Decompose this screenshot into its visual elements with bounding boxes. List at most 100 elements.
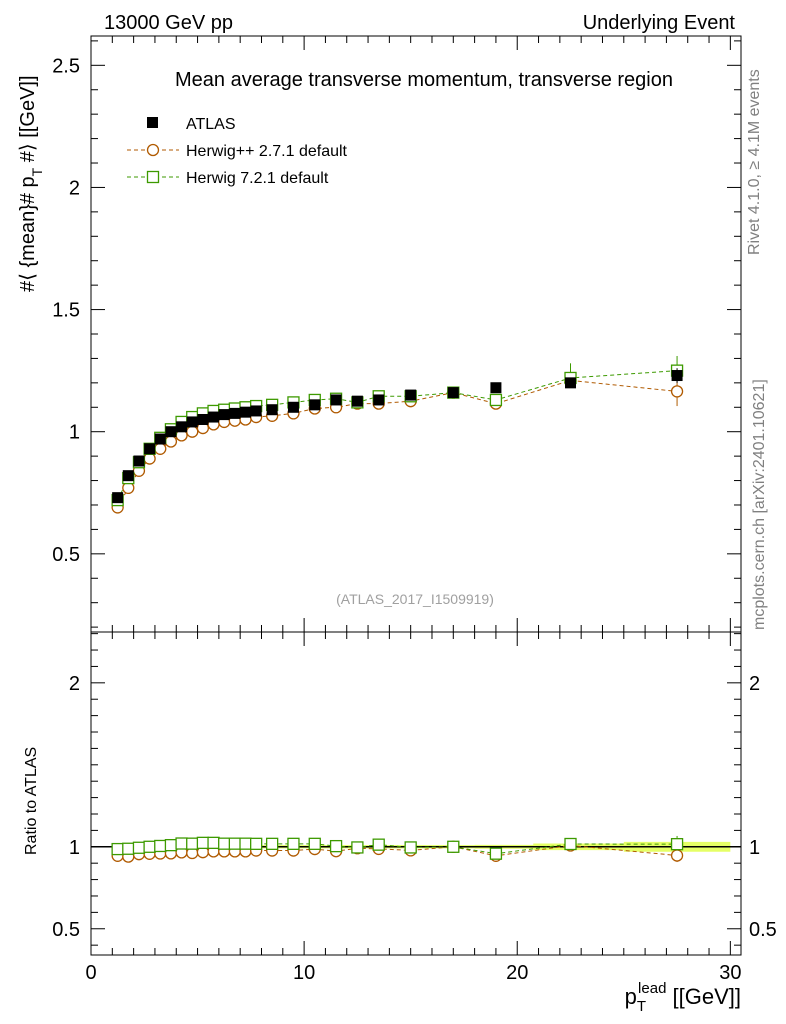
herwig7-ratio-point xyxy=(175,837,188,850)
herwig7-ratio-point xyxy=(351,841,364,854)
legend-herwigpp-label: Herwig++ 2.7.1 default xyxy=(186,143,348,160)
main-y-axis-label: #⟨ {mean}# pT #⟩ [[GeV]] xyxy=(17,75,45,292)
herwig7-ratio-point xyxy=(250,837,263,850)
atlas-main-point xyxy=(176,421,188,433)
ratio-plot-panel: 0.5 0.5 1 1 2 2 Ratio to ATLAS xyxy=(23,631,777,956)
atlas-main-point xyxy=(671,370,683,382)
legend-herwig7-label: Herwig 7.2.1 default xyxy=(186,170,329,187)
herwig7-ratio-point xyxy=(154,839,167,853)
x-axis-label-sup: lead xyxy=(638,980,666,997)
rivet-version-label: Rivet 4.1.0, ≥ 4.1M events xyxy=(746,69,763,255)
atlas-main-point xyxy=(351,395,363,407)
herwig7-ratio-point xyxy=(265,837,279,850)
herwig7-ratio-point xyxy=(287,837,300,850)
herwig7-ratio-point xyxy=(372,838,385,851)
x-axis-label-p: p xyxy=(625,984,637,1009)
herwig7-ratio-point xyxy=(186,837,199,850)
main-ytick-label: 2.5 xyxy=(52,55,80,77)
x-axis-label-sub: T xyxy=(637,998,646,1015)
main-series-lines xyxy=(117,370,678,508)
herwigpp-main-line xyxy=(117,379,678,508)
atlas-main-point xyxy=(197,413,209,425)
main-ytick-label: 0.5 xyxy=(52,544,80,566)
atlas-main-point xyxy=(208,411,220,423)
main-y-axis-label-a: #⟨ {mean}# p xyxy=(17,176,39,292)
ratio-ytick-label-right: 0.5 xyxy=(749,919,777,941)
herwig7-ratio-point xyxy=(564,837,577,851)
herwigpp-main-point xyxy=(164,435,178,448)
herwig7-ratio-point xyxy=(228,837,242,850)
legend-atlas-marker xyxy=(147,117,158,128)
legend-herwigpp-marker xyxy=(146,143,160,157)
herwig7-ratio-point xyxy=(239,837,252,850)
main-series-markers xyxy=(111,355,684,514)
main-ytick-label: 2 xyxy=(69,177,80,199)
ratio-plot-frame xyxy=(90,631,742,956)
herwig7-ratio-point xyxy=(196,836,210,850)
atlas-main-point xyxy=(240,406,252,418)
legend-herwig7-marker xyxy=(146,170,160,184)
atlas-main-point xyxy=(309,399,321,411)
atlas-main-point xyxy=(154,433,166,445)
x-tick-labels: 0 10 20 30 xyxy=(85,962,741,984)
ratio-ytick-label-right: 2 xyxy=(749,673,760,695)
ratio-ytick-label-right: 1 xyxy=(749,837,760,859)
atlas-main-point xyxy=(112,492,124,504)
ratio-series-markers xyxy=(111,835,684,863)
atlas-main-point xyxy=(144,443,156,455)
main-plot-panel: 0.5 1 1.5 2 2.5 Mean average transverse mome… xyxy=(17,35,742,633)
ratio-ytick-label-left: 0.5 xyxy=(52,919,80,941)
atlas-main-point xyxy=(266,404,278,416)
herwig7-main-line xyxy=(117,370,678,501)
herwigpp-main-point xyxy=(670,385,684,398)
ratio-axis-ticks xyxy=(90,632,741,955)
herwig7-ratio-point xyxy=(132,841,146,854)
xtick-label: 0 xyxy=(85,962,96,984)
herwig7-ratio-point xyxy=(489,847,503,860)
collision-label: 13000 GeV pp xyxy=(104,12,233,34)
atlas-main-point xyxy=(490,382,502,394)
analysis-id-watermark: (ATLAS_2017_I1509919) xyxy=(336,591,494,607)
xtick-label: 30 xyxy=(719,962,741,984)
ratio-y-axis-label: Ratio to ATLAS xyxy=(23,747,40,855)
analysis-label: Underlying Event xyxy=(583,12,736,34)
atlas-main-point xyxy=(133,455,145,467)
herwig7-ratio-point xyxy=(164,838,178,852)
main-axis-ticks xyxy=(90,36,741,632)
atlas-main-point xyxy=(405,389,417,401)
legend-atlas-label: ATLAS xyxy=(186,116,236,133)
atlas-main-point xyxy=(447,387,459,399)
xtick-label: 20 xyxy=(506,962,528,984)
atlas-main-point xyxy=(165,426,177,438)
herwig7-ratio-point xyxy=(404,841,417,854)
ratio-ytick-label-left: 2 xyxy=(69,673,80,695)
atlas-main-point xyxy=(565,377,577,389)
herwig7-ratio-point xyxy=(447,840,460,853)
x-axis-label-unit: [[GeV]] xyxy=(666,984,741,1009)
main-y-axis-label-b: #⟩ [[GeV]] xyxy=(17,75,39,167)
herwigpp-ratio-point xyxy=(670,849,684,862)
atlas-main-point xyxy=(330,394,342,406)
herwig7-ratio-point xyxy=(143,840,156,853)
ratio-ytick-label-left: 1 xyxy=(69,837,80,859)
ratio-y-tick-labels: 0.5 0.5 1 1 2 2 xyxy=(52,673,777,941)
herwig7-ratio-point xyxy=(670,838,684,851)
plot-title: Mean average transverse momentum, transv… xyxy=(175,69,673,91)
atlas-main-point xyxy=(122,470,134,482)
main-y-axis-label-sub: T xyxy=(29,167,45,176)
herwigpp-main-point xyxy=(186,425,199,438)
main-ytick-label: 1.5 xyxy=(52,300,80,322)
herwig7-ratio-point xyxy=(111,842,124,856)
herwig7-ratio-point xyxy=(122,842,135,855)
main-y-tick-labels: 0.5 1 1.5 2 2.5 xyxy=(52,55,80,566)
atlas-main-point xyxy=(218,409,230,421)
atlas-main-point xyxy=(186,416,198,428)
herwig7-ratio-point xyxy=(207,836,220,850)
herwigpp-main-point xyxy=(154,442,167,455)
x-axis-label: pTlead [[GeV]] xyxy=(625,980,741,1015)
atlas-main-point xyxy=(229,407,241,419)
herwig7-ratio-point xyxy=(308,837,321,850)
herwig7-ratio-point xyxy=(218,837,231,850)
herwig7-main-point xyxy=(489,393,503,407)
atlas-main-point xyxy=(250,405,262,417)
